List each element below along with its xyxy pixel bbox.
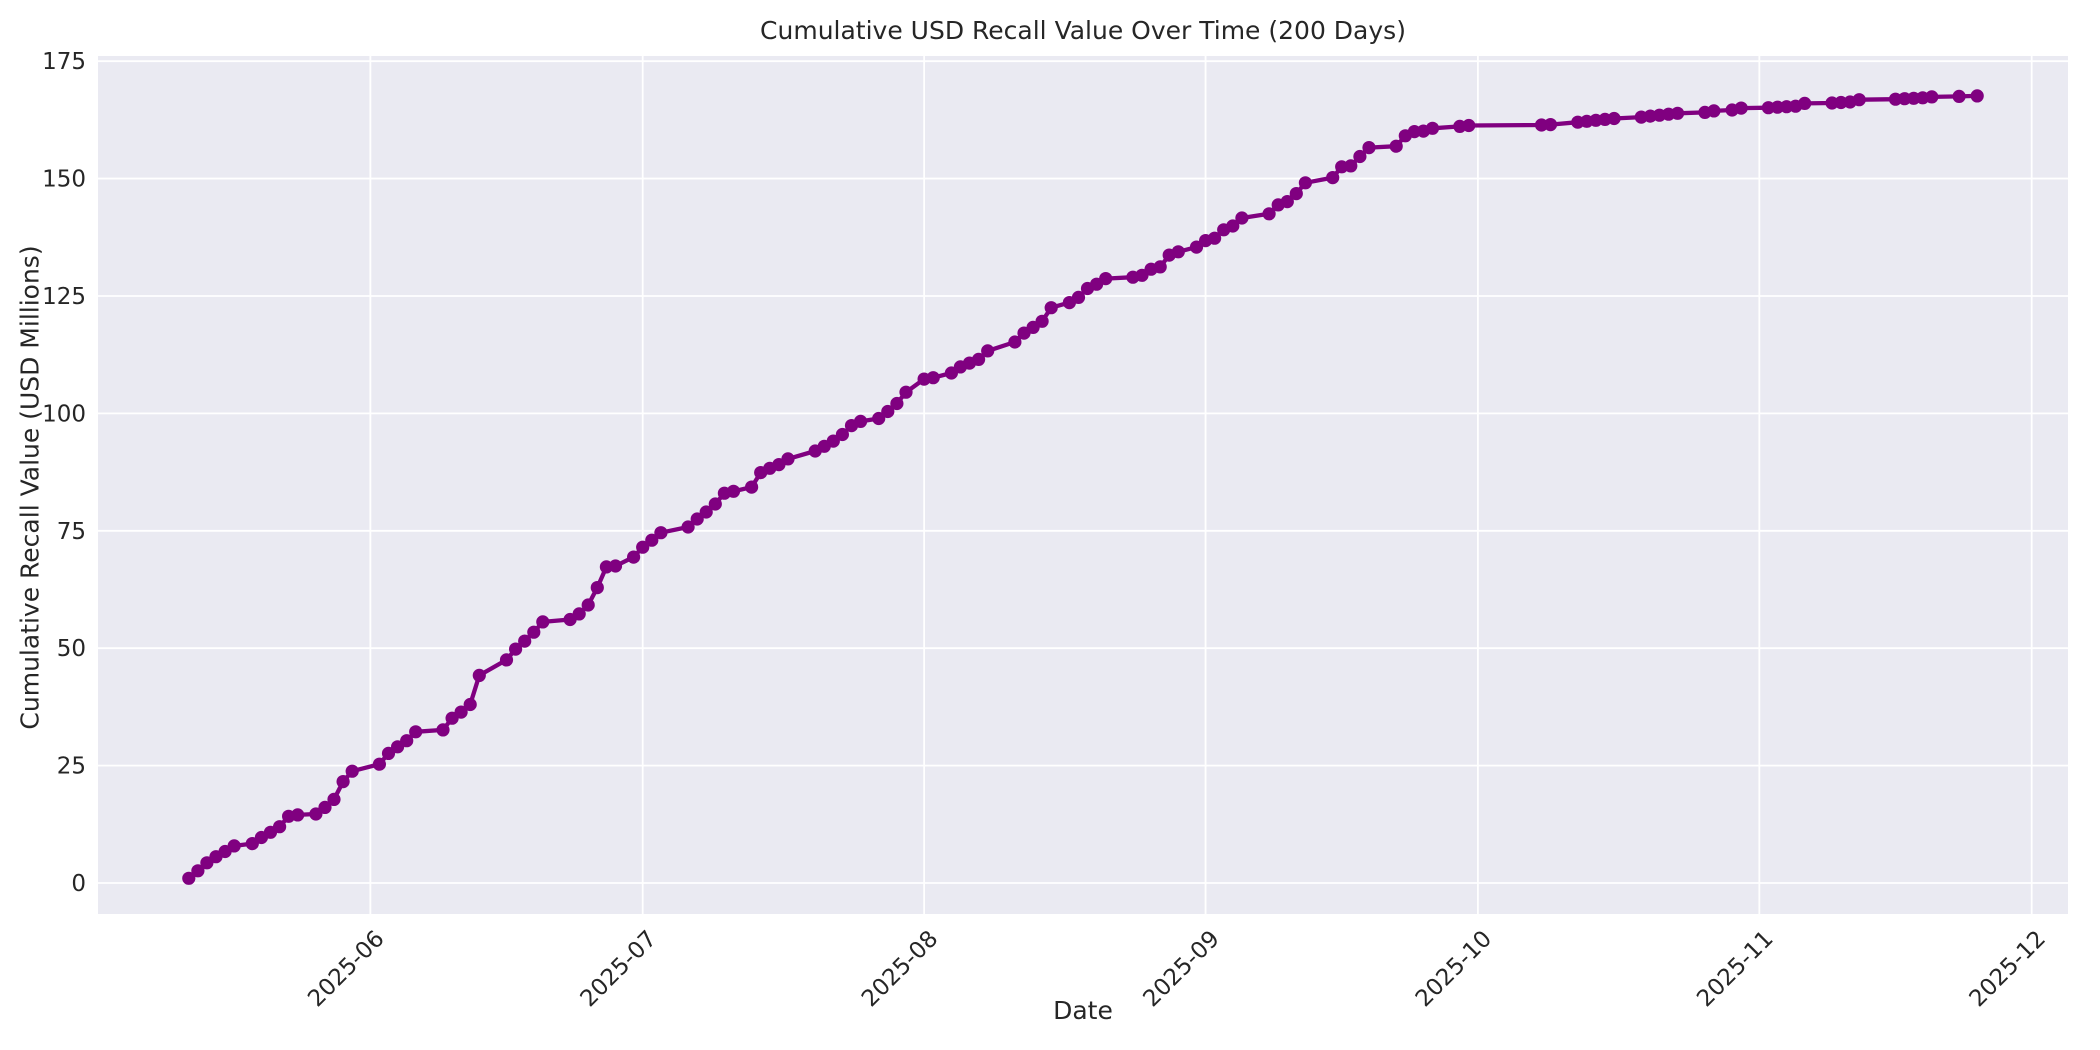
y-tick-label: 175 <box>42 49 86 75</box>
x-axis-title: Date <box>1053 996 1113 1025</box>
data-point <box>890 396 904 411</box>
data-point <box>508 642 523 656</box>
data-point <box>1671 106 1685 120</box>
data-point <box>899 385 913 399</box>
data-point <box>572 607 586 621</box>
data-point <box>590 581 604 595</box>
data-point <box>372 757 386 771</box>
data-point <box>409 725 423 739</box>
data-point <box>745 480 759 494</box>
data-point <box>1389 139 1403 153</box>
data-point <box>1289 187 1303 201</box>
data-point <box>1925 90 1939 104</box>
data-point <box>699 505 713 519</box>
data-point <box>1952 89 1966 103</box>
data-point <box>527 625 541 639</box>
data-point <box>1353 149 1367 164</box>
data-point <box>708 497 722 511</box>
data-point <box>1707 104 1721 118</box>
data-point <box>854 414 868 428</box>
data-point <box>1344 159 1358 173</box>
data-point <box>1171 245 1185 259</box>
data-point <box>681 520 695 534</box>
data-point <box>726 484 741 498</box>
data-point <box>1153 260 1167 274</box>
data-point <box>1226 219 1240 233</box>
data-point <box>381 746 396 761</box>
data-point <box>826 434 840 448</box>
data-point <box>627 550 641 564</box>
data-point <box>654 526 668 540</box>
y-tick-label: 25 <box>57 754 86 780</box>
data-point <box>981 344 995 358</box>
data-point <box>499 653 514 667</box>
data-point <box>345 764 359 778</box>
data-point <box>1208 231 1222 245</box>
chart-title: Cumulative USD Recall Value Over Time (2… <box>760 16 1406 45</box>
data-point <box>1071 290 1086 304</box>
data-point <box>645 533 659 547</box>
data-point <box>1235 211 1249 225</box>
data-point <box>1970 89 1984 103</box>
y-tick-label: 100 <box>42 401 86 427</box>
data-point <box>1044 301 1058 315</box>
data-point <box>1035 314 1049 328</box>
data-point <box>536 615 550 629</box>
y-tick-label: 0 <box>71 871 86 897</box>
data-point <box>636 540 650 554</box>
y-tick-label: 75 <box>57 519 86 545</box>
data-point <box>191 864 205 878</box>
data-point <box>182 871 196 885</box>
data-point <box>336 775 350 789</box>
data-point <box>1462 118 1476 133</box>
data-point <box>1607 111 1621 126</box>
data-point <box>454 705 468 719</box>
data-point <box>400 734 414 748</box>
data-point <box>436 723 450 737</box>
data-point <box>926 371 940 385</box>
data-point <box>463 697 477 712</box>
data-point <box>781 452 795 466</box>
data-point <box>690 512 704 526</box>
data-point <box>1262 207 1276 221</box>
data-point <box>518 634 532 648</box>
y-axis-title: Cumulative Recall Value (USD Millions) <box>15 245 45 730</box>
data-point <box>1280 195 1294 209</box>
plot-background <box>98 56 2068 914</box>
data-point <box>1425 121 1440 135</box>
data-point <box>472 668 486 683</box>
data-point <box>327 792 341 807</box>
data-point <box>1734 101 1748 115</box>
data-point <box>1852 93 1866 107</box>
data-point <box>273 820 287 834</box>
data-point <box>1798 96 1812 110</box>
data-point <box>1543 118 1558 132</box>
y-tick-label: 125 <box>42 284 86 310</box>
y-tick-label: 150 <box>42 167 86 193</box>
data-point <box>608 559 623 573</box>
data-point <box>291 808 305 822</box>
data-point <box>1326 171 1340 185</box>
data-point <box>581 598 595 612</box>
data-point <box>881 404 895 419</box>
data-point <box>872 411 886 426</box>
data-point <box>318 800 332 815</box>
data-point <box>227 839 241 853</box>
data-point <box>1362 141 1376 155</box>
data-point <box>1298 176 1312 190</box>
data-point <box>1189 240 1204 254</box>
data-point <box>309 807 323 821</box>
data-point <box>972 352 986 366</box>
data-point <box>1099 272 1113 286</box>
data-point <box>1008 335 1022 349</box>
data-point <box>835 427 850 442</box>
y-tick-label: 50 <box>57 636 86 662</box>
